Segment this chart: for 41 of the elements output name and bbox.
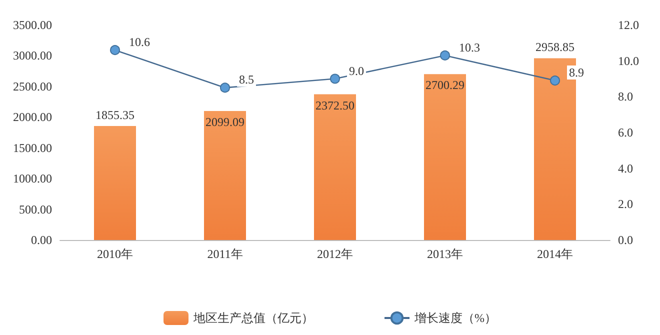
bar [204,111,246,240]
bar [314,94,356,240]
data-label: 2700.29 [426,78,464,92]
legend-label: 地区生产总值（亿元） [192,311,314,325]
data-label: 9.0 [349,64,364,78]
y-tick-label: 3000.00 [13,48,52,63]
y-tick-label: 1000.00 [13,172,52,186]
data-label: 10.6 [129,35,150,50]
data-label: 2958.85 [536,40,574,54]
y2-tick-label: 8.0 [618,90,633,104]
point [440,50,450,60]
y-tick-label: 2000.00 [13,110,52,124]
data-label: 8.9 [569,66,584,80]
point [220,82,230,93]
data-label: 2099.09 [206,115,244,130]
point [550,76,560,86]
data-label: 1855.35 [96,108,134,122]
y2-tick-label: 10.0 [618,54,639,68]
point [330,74,340,84]
y-tick-label: 2500.00 [13,79,52,94]
data-label: 8.5 [239,72,254,87]
y2-tick-label: 6.0 [618,126,633,140]
y-tick-label: 1500.00 [13,140,52,155]
data-label: 2372.50 [316,98,354,112]
y2-tick-label: 2.0 [618,197,633,212]
y-tick-label: 3500.00 [13,18,52,32]
x-tick-label: 2014年 [537,247,573,261]
y-tick-label: 500.00 [19,202,52,216]
y2-tick-label: 12.0 [618,18,639,32]
x-tick-label: 2012年 [317,247,353,261]
x-tick-label: 2013年 [427,247,463,261]
x-tick-label: 2010年 [97,247,133,261]
y2-tick-label: 4.0 [618,161,633,176]
bar [94,126,136,240]
legend-label: 增长速度（%） [414,311,496,325]
bar [424,74,466,240]
y-tick-label: 0.00 [31,233,52,247]
data-label: 10.3 [459,40,480,54]
y2-tick-label: 0.0 [618,233,633,247]
x-tick-label: 2011年 [207,247,243,261]
point [110,45,120,56]
